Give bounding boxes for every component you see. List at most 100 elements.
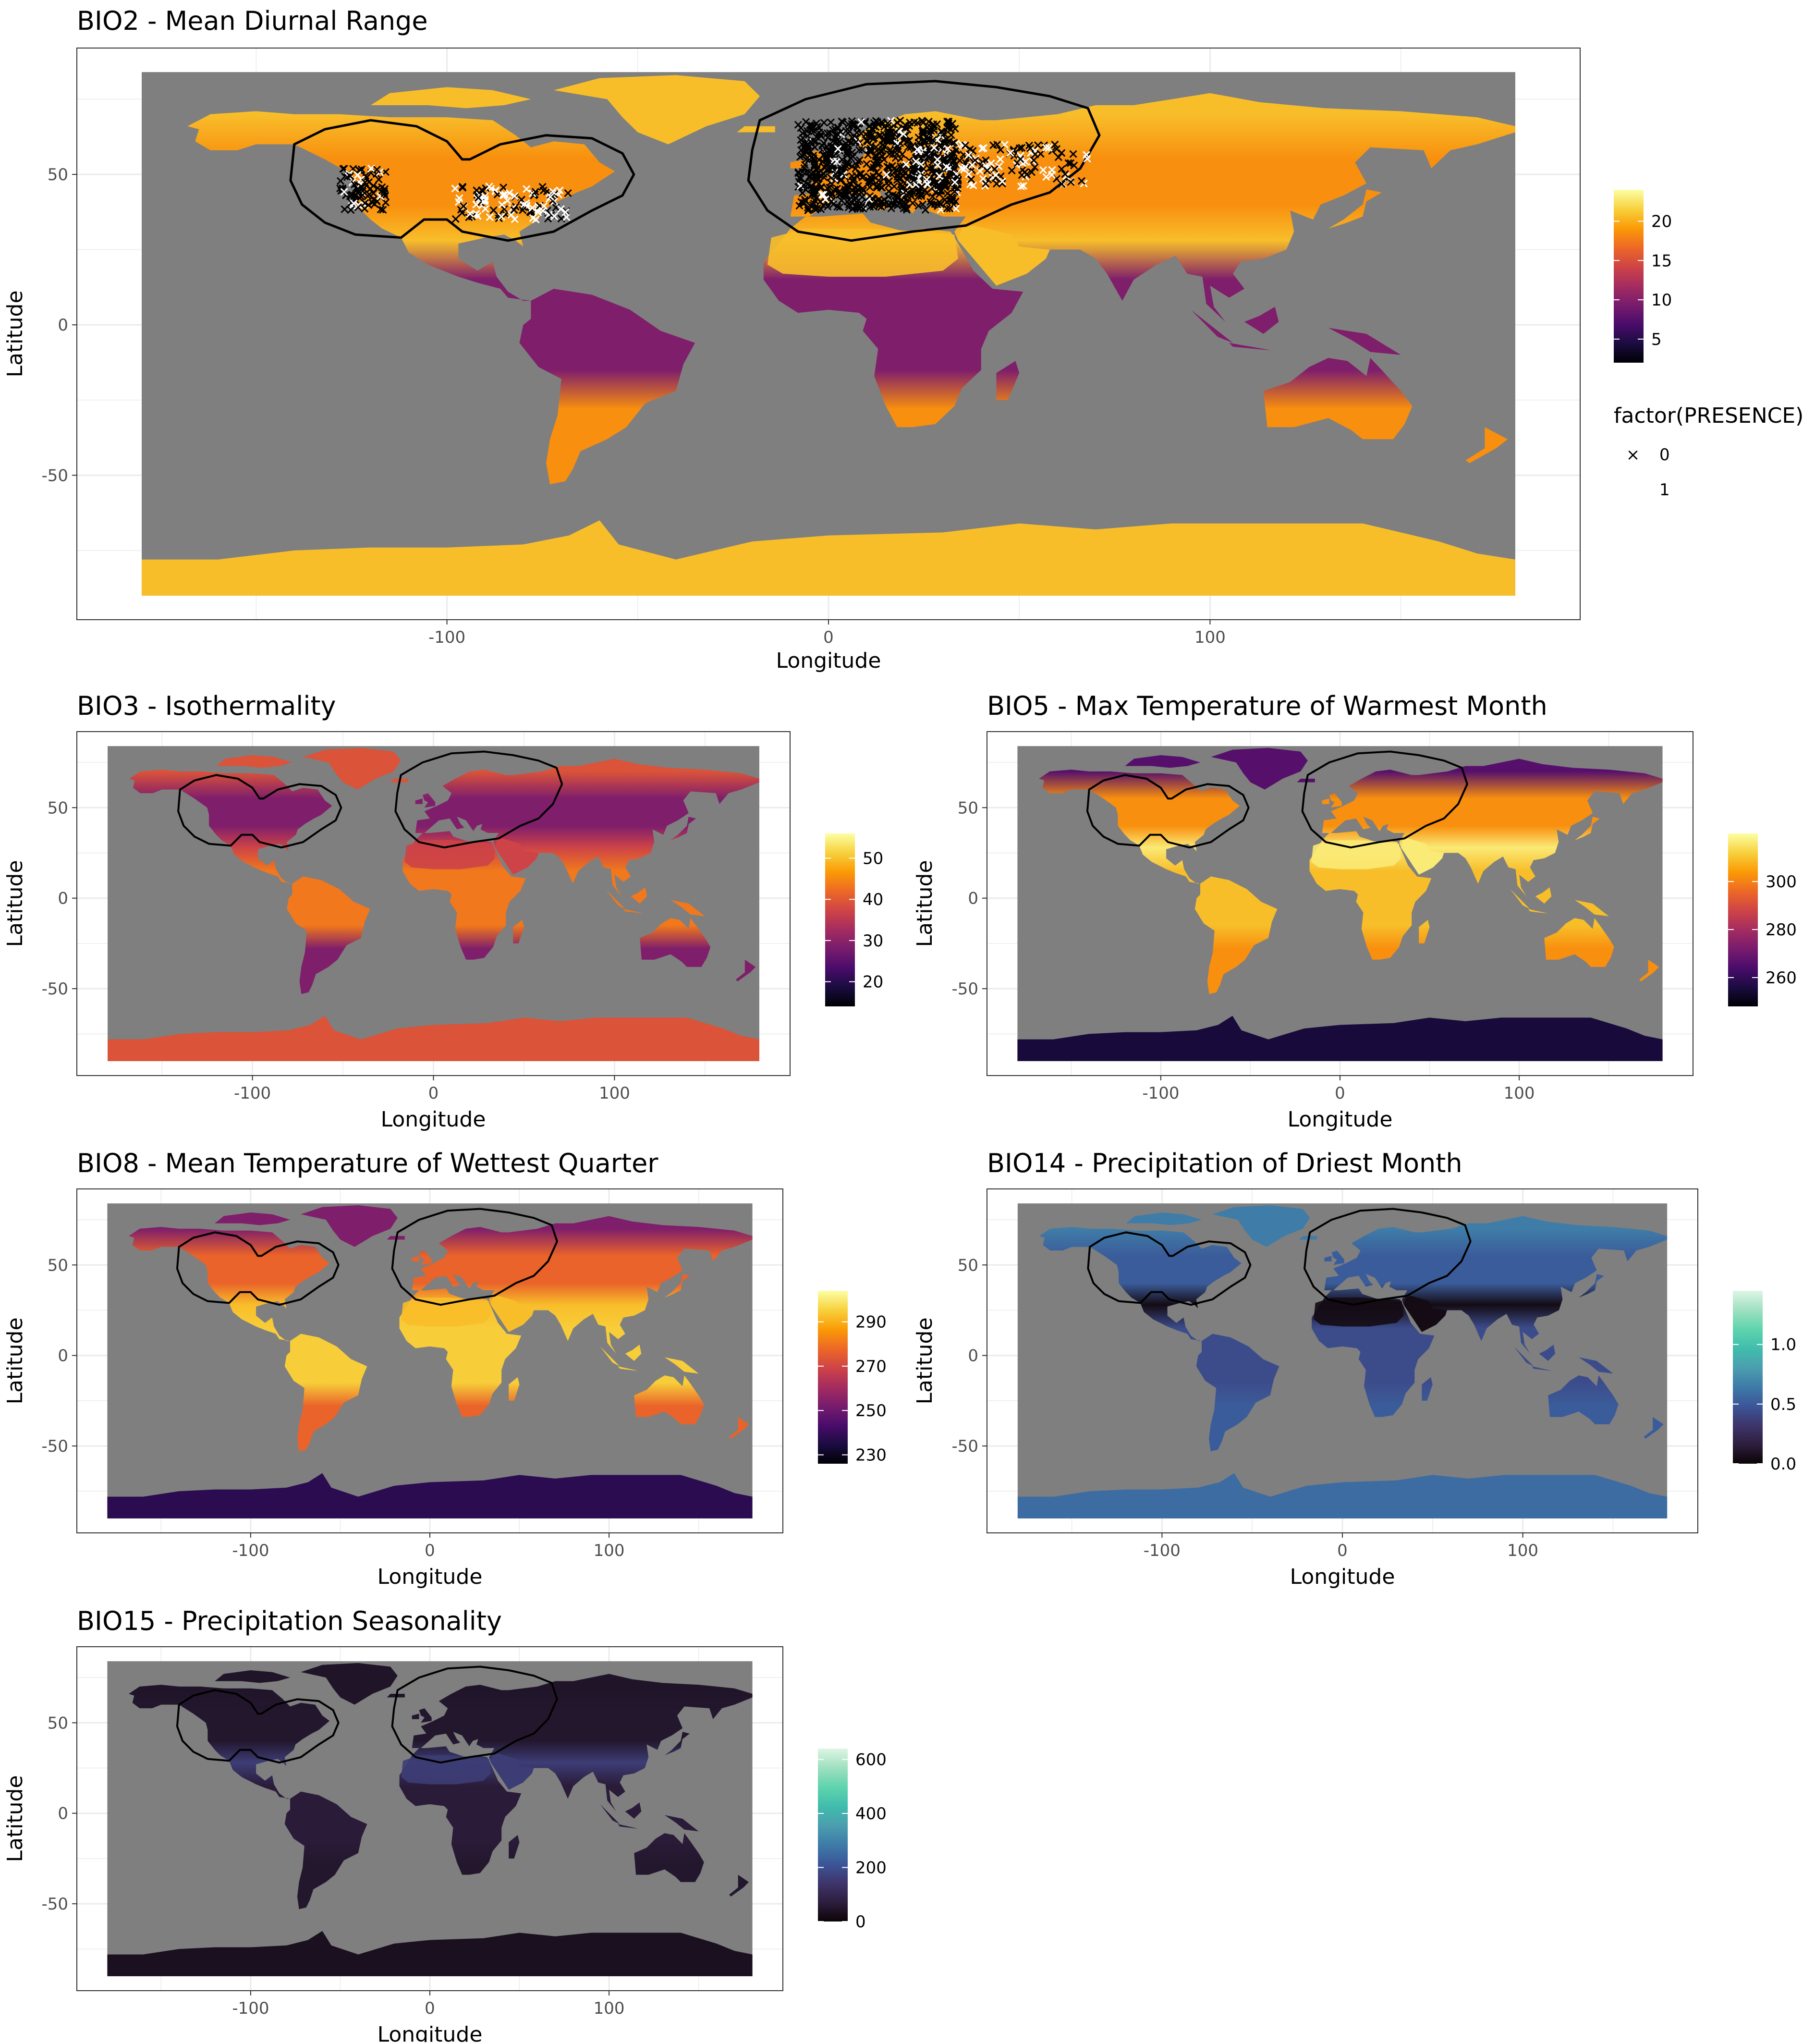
land-ireland <box>1322 798 1329 804</box>
land-britain <box>419 1708 432 1723</box>
presence-point <box>992 171 1000 179</box>
presence-point <box>1058 165 1066 173</box>
presence-point <box>902 187 910 195</box>
presence-point <box>924 134 933 142</box>
presence-point <box>523 185 531 193</box>
presence-point <box>992 180 1001 188</box>
presence-point <box>1021 168 1029 176</box>
land-canadaArctic <box>216 755 292 768</box>
land-eurasia <box>412 1674 753 1811</box>
land-madagascar <box>996 361 1020 400</box>
presence-point <box>933 120 941 128</box>
presence-point <box>874 196 883 204</box>
presence-point <box>340 188 348 196</box>
presence-point <box>837 175 845 184</box>
presence-point <box>1039 166 1048 174</box>
land-japan <box>1579 1274 1604 1298</box>
desert-region <box>1313 1297 1404 1327</box>
land-greenland <box>303 747 401 790</box>
x-tick-label: -100 <box>1144 1541 1181 1560</box>
presence-point <box>884 119 892 127</box>
land-ireland <box>1324 1256 1332 1261</box>
presence-legend-label: 0 <box>1659 445 1670 465</box>
presence-point <box>910 176 918 184</box>
presence-point <box>802 185 810 194</box>
presence-point <box>854 185 862 194</box>
colorbar-label: 600 <box>855 1750 887 1770</box>
land-newZealand <box>1644 1417 1664 1439</box>
presence-point <box>821 195 829 203</box>
presence-point <box>890 165 898 173</box>
x-tick-label: 100 <box>1507 1541 1538 1560</box>
presence-point <box>919 200 927 208</box>
presence-point <box>1064 159 1072 167</box>
land-arabiaFill <box>495 838 539 875</box>
presence-point <box>847 154 855 162</box>
presence-point <box>1070 161 1078 170</box>
land-arabiaFill <box>1403 1296 1447 1332</box>
presence-point <box>952 205 960 213</box>
land-britain <box>1329 793 1342 808</box>
presence-point <box>355 166 363 174</box>
presence-point <box>849 176 857 184</box>
presence-point <box>481 205 489 213</box>
presence-point <box>365 185 374 193</box>
presence-point <box>902 160 910 168</box>
presence-point <box>451 184 459 193</box>
range-outline-eu <box>1303 1208 1472 1306</box>
y-axis-title: Latitude <box>913 860 937 947</box>
presence-point <box>528 204 536 212</box>
land-britain <box>1331 1250 1344 1265</box>
presence-point <box>873 147 881 155</box>
range-outline-na <box>1086 774 1250 849</box>
presence-point <box>869 135 877 143</box>
presence-point <box>1027 168 1036 176</box>
range-outline-eu <box>394 750 563 849</box>
presence-point <box>381 168 390 176</box>
colorbar-label: 15 <box>1651 251 1672 270</box>
land-japan <box>1328 189 1382 229</box>
presence-point <box>909 199 917 207</box>
colorbar-legend: 0 200 400 600 <box>818 1749 887 1932</box>
presence-point <box>526 208 535 217</box>
presence-point <box>997 146 1005 154</box>
land-newGuinea <box>1579 1357 1613 1374</box>
presence-point <box>929 136 937 144</box>
land-sumatraJava <box>1532 1366 1552 1371</box>
presence-point <box>820 173 828 182</box>
presence-point <box>874 120 882 128</box>
land-greenland <box>301 1205 398 1247</box>
presence-point <box>982 162 990 170</box>
presence-point <box>835 191 843 199</box>
raster-map <box>142 72 1515 596</box>
presence-point <box>1082 151 1091 159</box>
panel-bio3: BIO3 - Isothermality -100 0 100 -50 0 50 Longit… <box>3 691 883 1132</box>
land-australia <box>1548 1375 1619 1424</box>
presence-point <box>492 186 500 195</box>
land-borneo <box>625 1802 642 1819</box>
presence-point <box>546 193 554 201</box>
range-outline-na <box>176 1689 340 1764</box>
presence-point <box>873 184 881 192</box>
land-britain <box>422 793 436 808</box>
y-tick-label: 50 <box>958 798 978 818</box>
presence-point <box>834 145 842 153</box>
land-sumatraJava <box>623 909 644 914</box>
presence-point <box>480 197 488 206</box>
presence-point <box>1067 159 1075 167</box>
presence-point <box>804 144 812 152</box>
presence-point <box>529 214 537 222</box>
land-japan <box>670 817 696 841</box>
presence-point <box>843 148 852 157</box>
y-tick-label: 0 <box>58 1346 68 1366</box>
colorbar-label: 280 <box>1766 920 1797 940</box>
y-tick-label: 50 <box>48 1714 68 1733</box>
panel-bio8: BIO8 - Mean Temperature of Wettest Quart… <box>3 1148 887 1589</box>
presence-point <box>804 180 812 188</box>
presence-point <box>1006 149 1014 157</box>
panel-bio5: BIO5 - Max Temperature of Warmest Month -… <box>913 691 1797 1132</box>
presence-point <box>904 165 913 174</box>
presence-point <box>824 202 832 211</box>
land-sumatraJava <box>618 1824 638 1829</box>
